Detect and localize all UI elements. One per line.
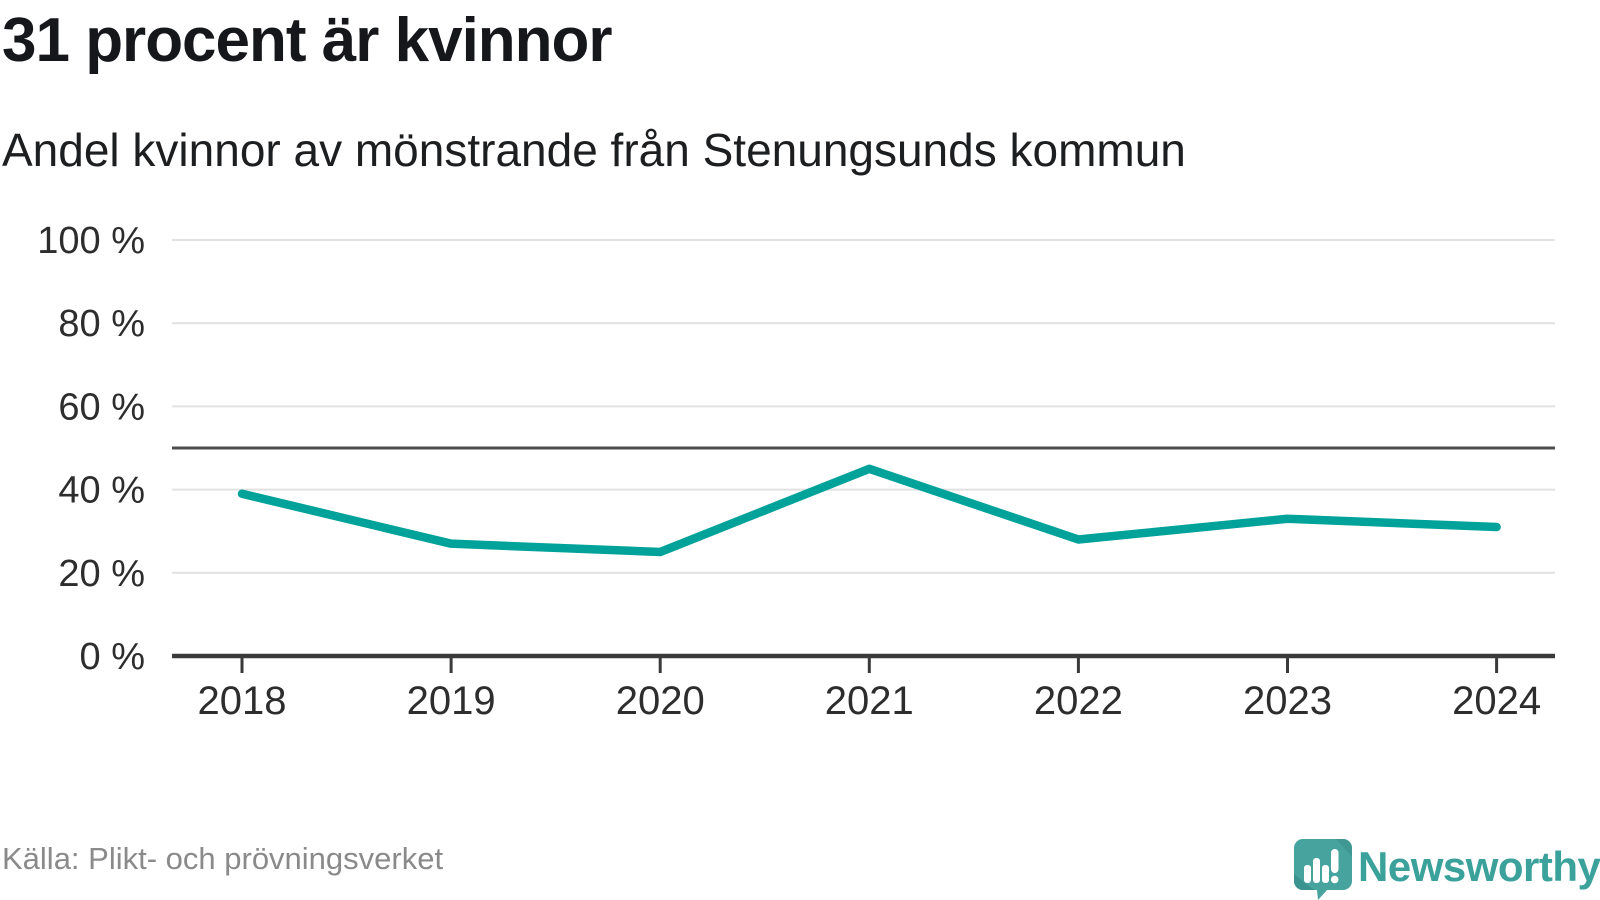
logo-bar-1 [1304,865,1311,883]
chart-title: 31 procent är kvinnor [2,6,613,75]
brand-name: Newsworthy [1358,843,1600,890]
newsworthy-logo-icon [1294,839,1352,900]
x-axis-tick-label: 2019 [407,679,496,723]
x-axis-tick-label: 2020 [616,679,705,723]
data-line-series [237,464,1501,557]
y-axis-tick-label: 0 % [80,636,145,678]
y-axis-tick-label: 100 % [37,220,145,262]
logo-shadow-top-right [1336,839,1352,857]
y-axis-tick-label: 40 % [58,470,145,512]
source-note: Källa: Plikt- och prövningsverket [2,841,444,876]
chart-subtitle: Andel kvinnor av mönstrande från Stenung… [2,124,1186,176]
x-axis-tick-label: 2021 [825,679,914,723]
x-axis-tick-label: 2022 [1034,679,1123,723]
y-axis-tick-label: 20 % [58,553,145,595]
brand-lockup: Newsworthy [1292,836,1600,900]
x-axis-tick-label: 2024 [1452,679,1541,723]
x-axis-tick-label: 2023 [1243,679,1332,723]
x-axis-tick-label: 2018 [198,679,287,723]
line-chart-plot: 0 % 20 % 40 % 60 % 80 % 100 % 2018 2019 2020 2021… [37,220,1555,723]
y-axis-tick-label: 60 % [58,386,145,428]
logo-bar-2 [1313,858,1320,883]
logo-exclamation-dot [1330,875,1339,884]
logo-bar-3 [1322,865,1329,883]
logo-exclamation-bar [1331,849,1339,873]
y-axis-tick-label: 80 % [58,303,145,345]
logo-shadow-bottom-left [1294,874,1314,890]
